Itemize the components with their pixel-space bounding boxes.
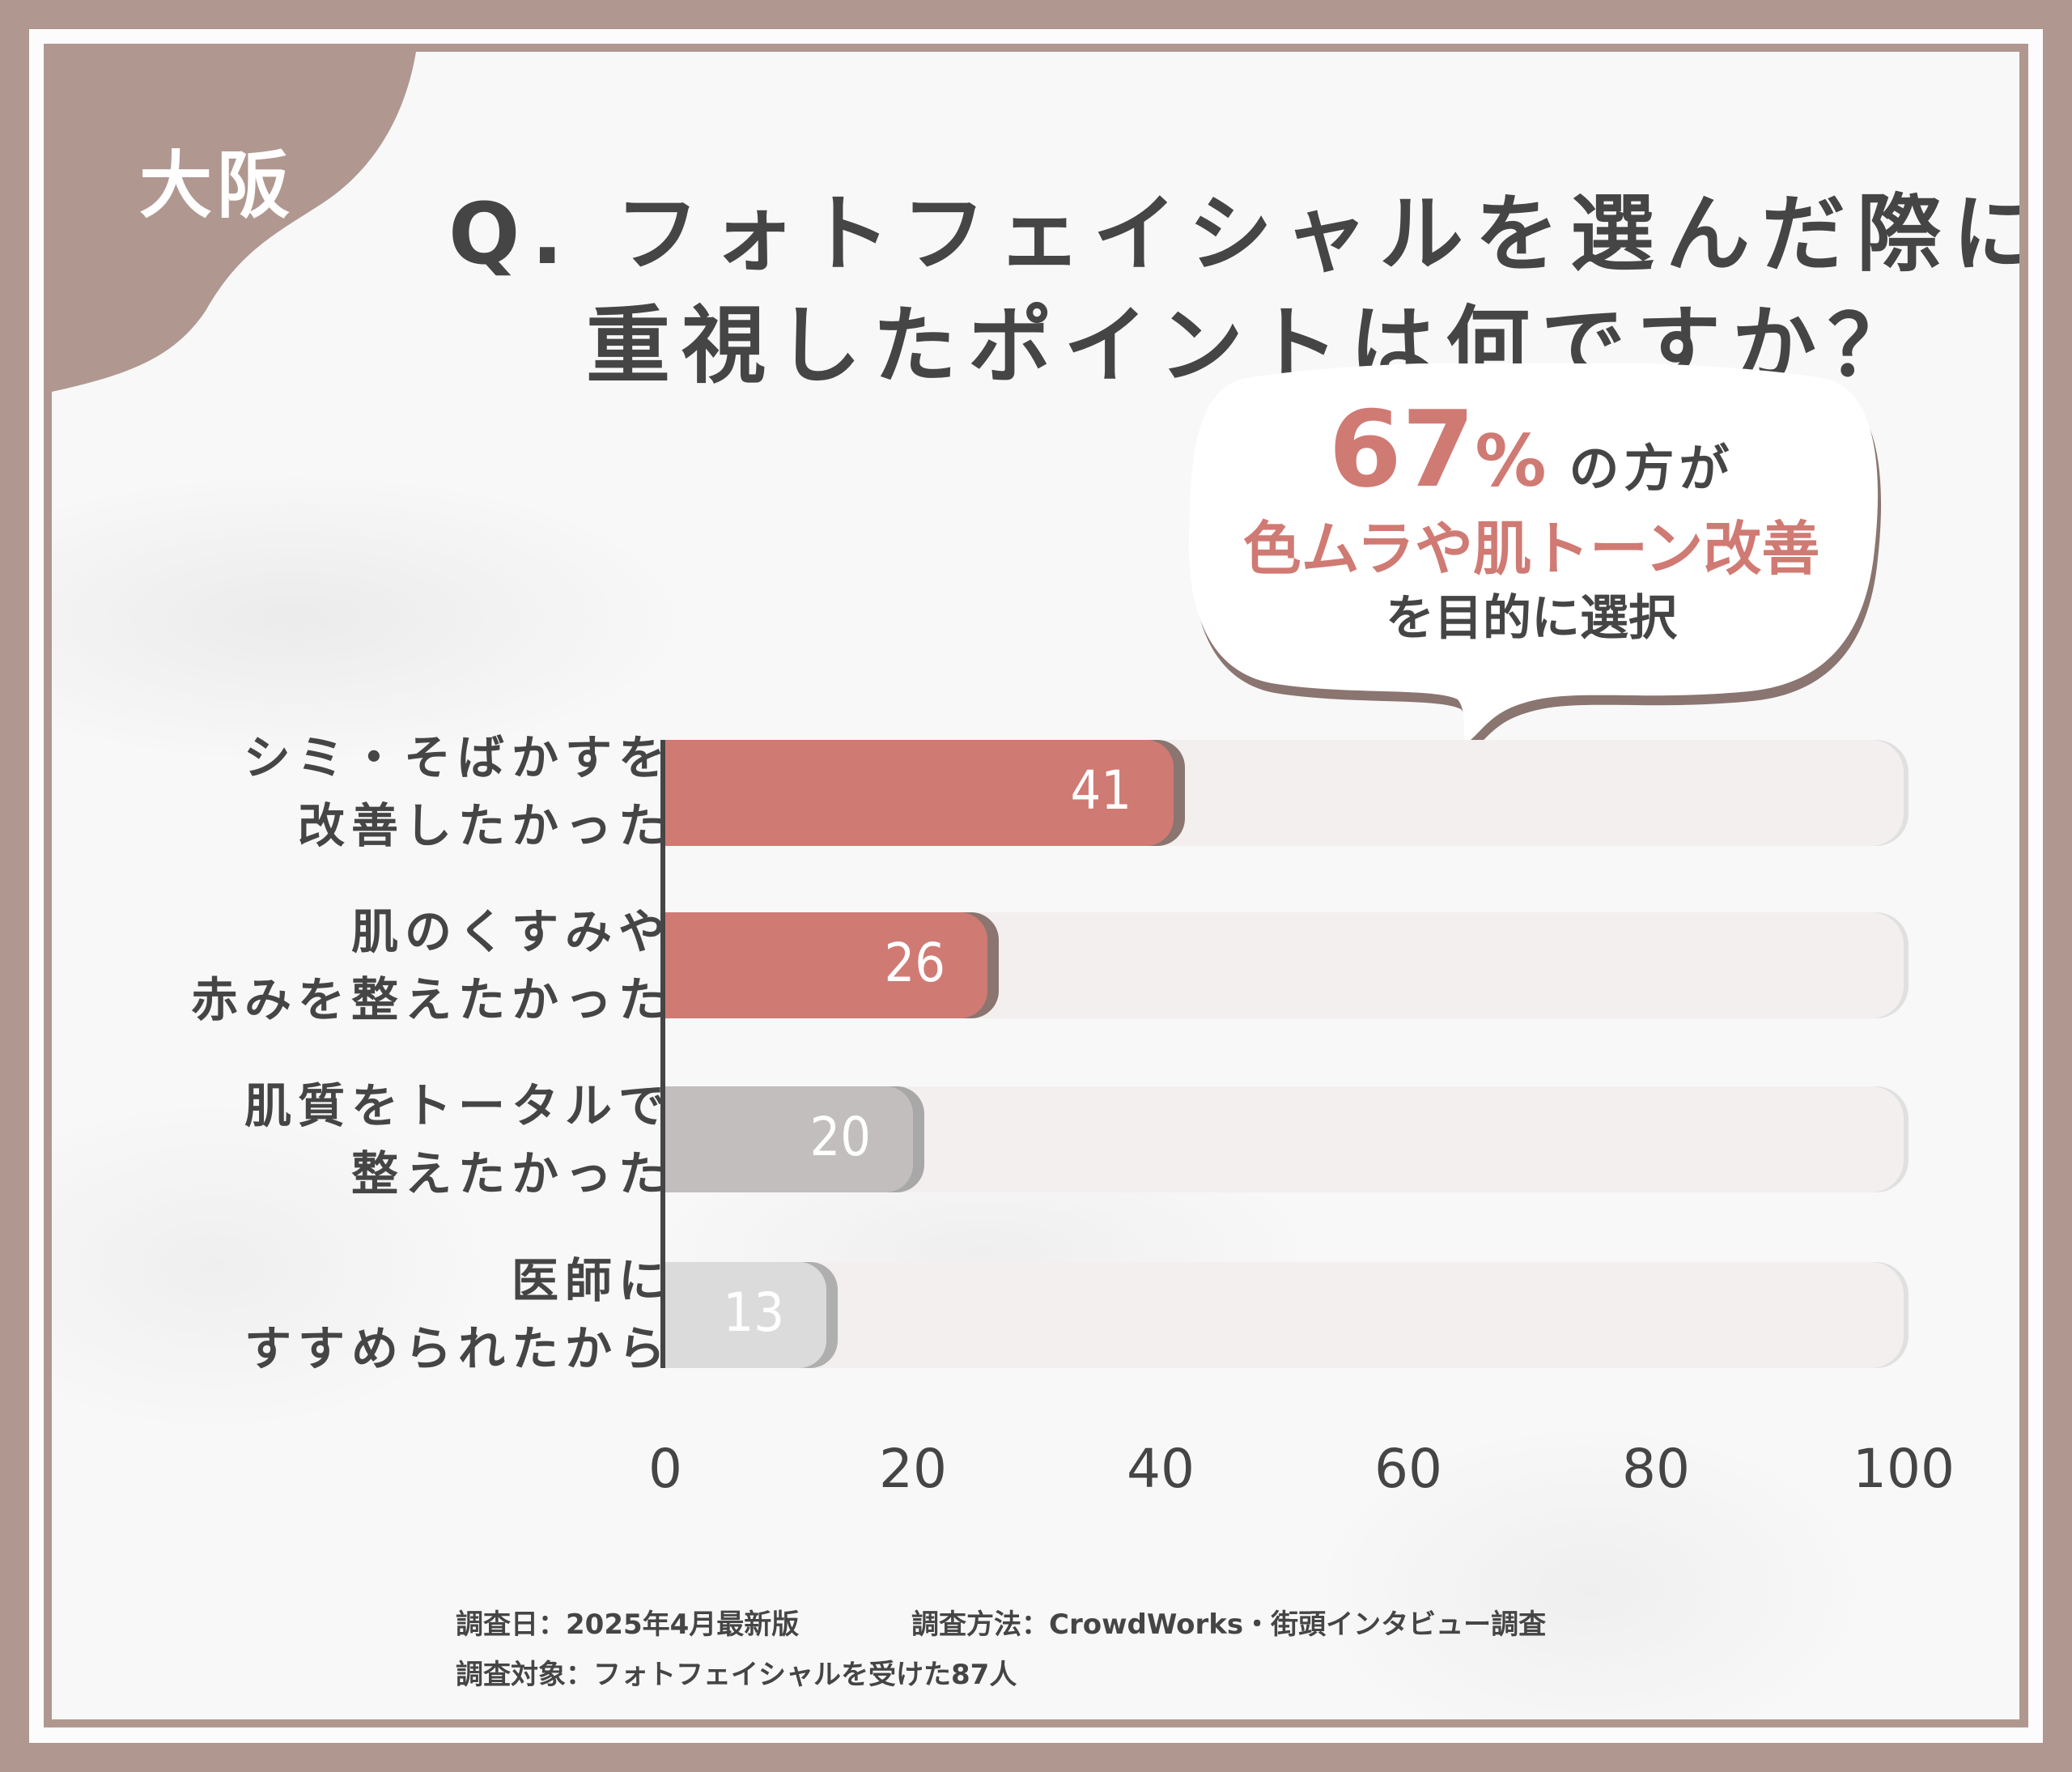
row-label-line2: すすめられたから [244, 1321, 672, 1376]
bar-value: 13 [723, 1281, 784, 1344]
callout-line3: を目的に選択 [1386, 590, 1677, 647]
callout-headline: 67% の方が [1182, 388, 1880, 511]
x-tick-label: 80 [1622, 1438, 1690, 1500]
callout-percent: 67 [1328, 388, 1475, 511]
row-label-line1: シミ・そばかすを [243, 730, 672, 785]
row-label-line1: 医師に [511, 1253, 672, 1308]
row-label: 医師に すすめられたから [105, 1247, 672, 1383]
row-label-line2: 改善したかった [297, 798, 672, 853]
row-label: 肌質をトータルで 整えたかった [105, 1072, 672, 1208]
speech-bubble-callout: 67% の方が 色ムラや肌トーン改善 を目的に選択 [1182, 363, 1887, 752]
bar-value: 26 [884, 932, 945, 994]
row-label-line2: 赤みを整えたかった [190, 972, 672, 1027]
x-tick-label: 40 [1127, 1438, 1195, 1500]
row-label-line1: 肌質をトータルで [244, 1078, 672, 1133]
callout-percent-sign: % [1475, 419, 1547, 503]
bar-fill: 13 [665, 1262, 826, 1368]
question-title-line1: Q. フォトフェイシャルを選んだ際に [448, 185, 2019, 283]
bar-value: 20 [809, 1106, 871, 1168]
x-tick-label: 20 [879, 1438, 947, 1500]
footer-survey-method: 調査方法：CrowdWorks・街頭インタビュー調査 [911, 1608, 1547, 1641]
row-label: シミ・そばかすを 改善したかった [105, 724, 672, 860]
x-tick-label: 60 [1374, 1438, 1442, 1500]
bar-value: 41 [1070, 759, 1132, 822]
bar-fill: 20 [665, 1086, 913, 1192]
row-label-line2: 整えたかった [350, 1146, 672, 1201]
footer-survey-date: 調査日：2025年4月最新版 [456, 1608, 800, 1641]
callout-highlight: 色ムラや肌トーン改善 [1242, 515, 1820, 583]
bar-track [665, 1262, 1904, 1368]
city-tag: 大阪 [139, 143, 295, 228]
row-label-line1: 肌のくすみや [350, 904, 672, 959]
bar-fill: 41 [665, 740, 1174, 846]
x-tick-label: 0 [648, 1438, 682, 1500]
speech-bubble-shape [1188, 363, 1882, 752]
infographic-panel: 大阪 Q. フォトフェイシャルを選んだ際に 重視したポイントは何ですか？ 67%… [52, 52, 2019, 1719]
row-label: 肌のくすみや 赤みを整えたかった [105, 898, 672, 1034]
y-axis-line [660, 740, 665, 1368]
footer-survey-target: 調査対象：フォトフェイシャルを受けた87人 [456, 1659, 1017, 1691]
bar-fill: 26 [665, 912, 987, 1018]
x-tick-label: 100 [1853, 1438, 1955, 1500]
callout-line1-rest: の方が [1569, 439, 1734, 498]
corner-tag-shape [52, 52, 416, 392]
